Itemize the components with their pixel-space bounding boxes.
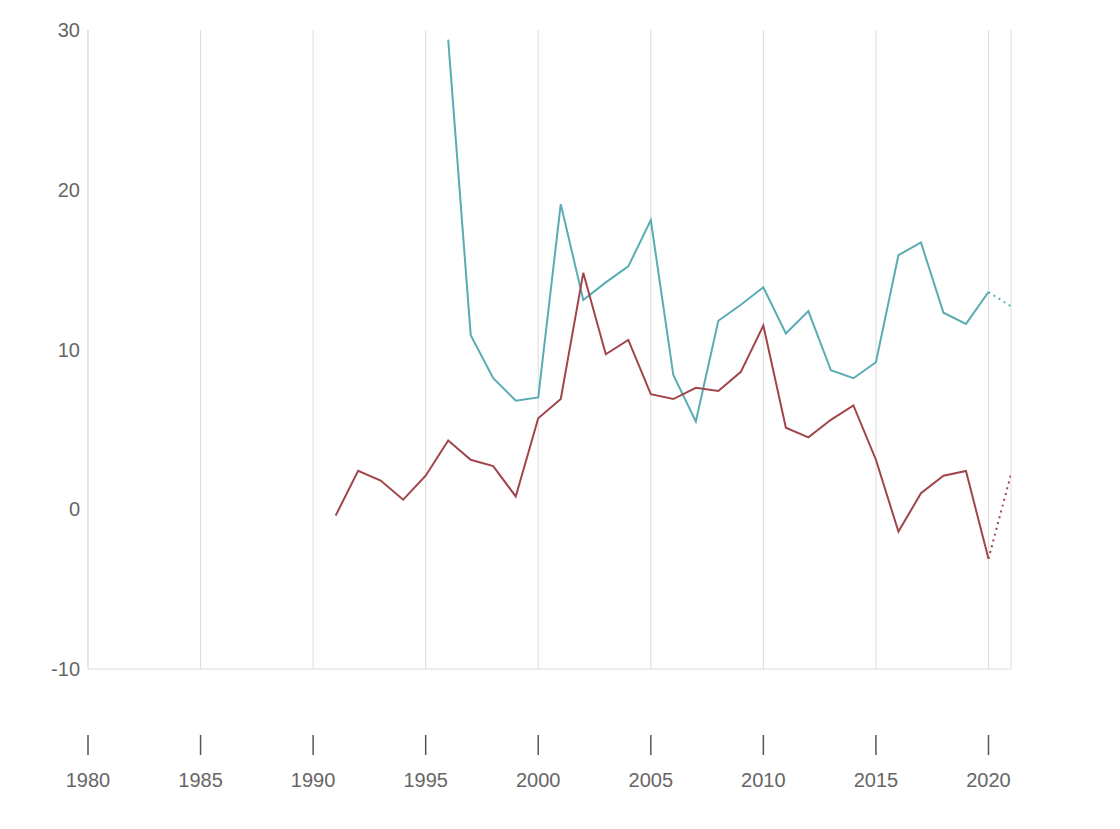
svg-text:2000: 2000 xyxy=(516,769,561,791)
svg-text:1985: 1985 xyxy=(178,769,223,791)
svg-text:2005: 2005 xyxy=(629,769,674,791)
svg-text:0: 0 xyxy=(69,498,80,520)
svg-text:10: 10 xyxy=(58,339,80,361)
svg-text:20: 20 xyxy=(58,179,80,201)
svg-text:-10: -10 xyxy=(51,658,80,680)
svg-text:30: 30 xyxy=(58,19,80,41)
svg-text:1980: 1980 xyxy=(66,769,111,791)
svg-text:1995: 1995 xyxy=(403,769,448,791)
svg-text:2020: 2020 xyxy=(966,769,1011,791)
svg-text:1990: 1990 xyxy=(291,769,336,791)
svg-text:2010: 2010 xyxy=(741,769,786,791)
svg-text:2015: 2015 xyxy=(854,769,899,791)
